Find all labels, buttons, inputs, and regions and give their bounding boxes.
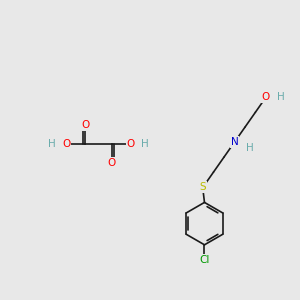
Text: O: O bbox=[81, 120, 89, 130]
Text: S: S bbox=[200, 182, 206, 192]
Text: H: H bbox=[141, 139, 149, 149]
Text: Cl: Cl bbox=[199, 254, 210, 265]
Text: O: O bbox=[108, 158, 116, 168]
Text: O: O bbox=[262, 92, 270, 102]
Text: N: N bbox=[230, 137, 238, 147]
Text: H: H bbox=[48, 139, 56, 149]
Text: H: H bbox=[246, 142, 254, 152]
Text: O: O bbox=[127, 139, 135, 149]
Text: H: H bbox=[277, 92, 285, 102]
Text: O: O bbox=[62, 139, 70, 149]
